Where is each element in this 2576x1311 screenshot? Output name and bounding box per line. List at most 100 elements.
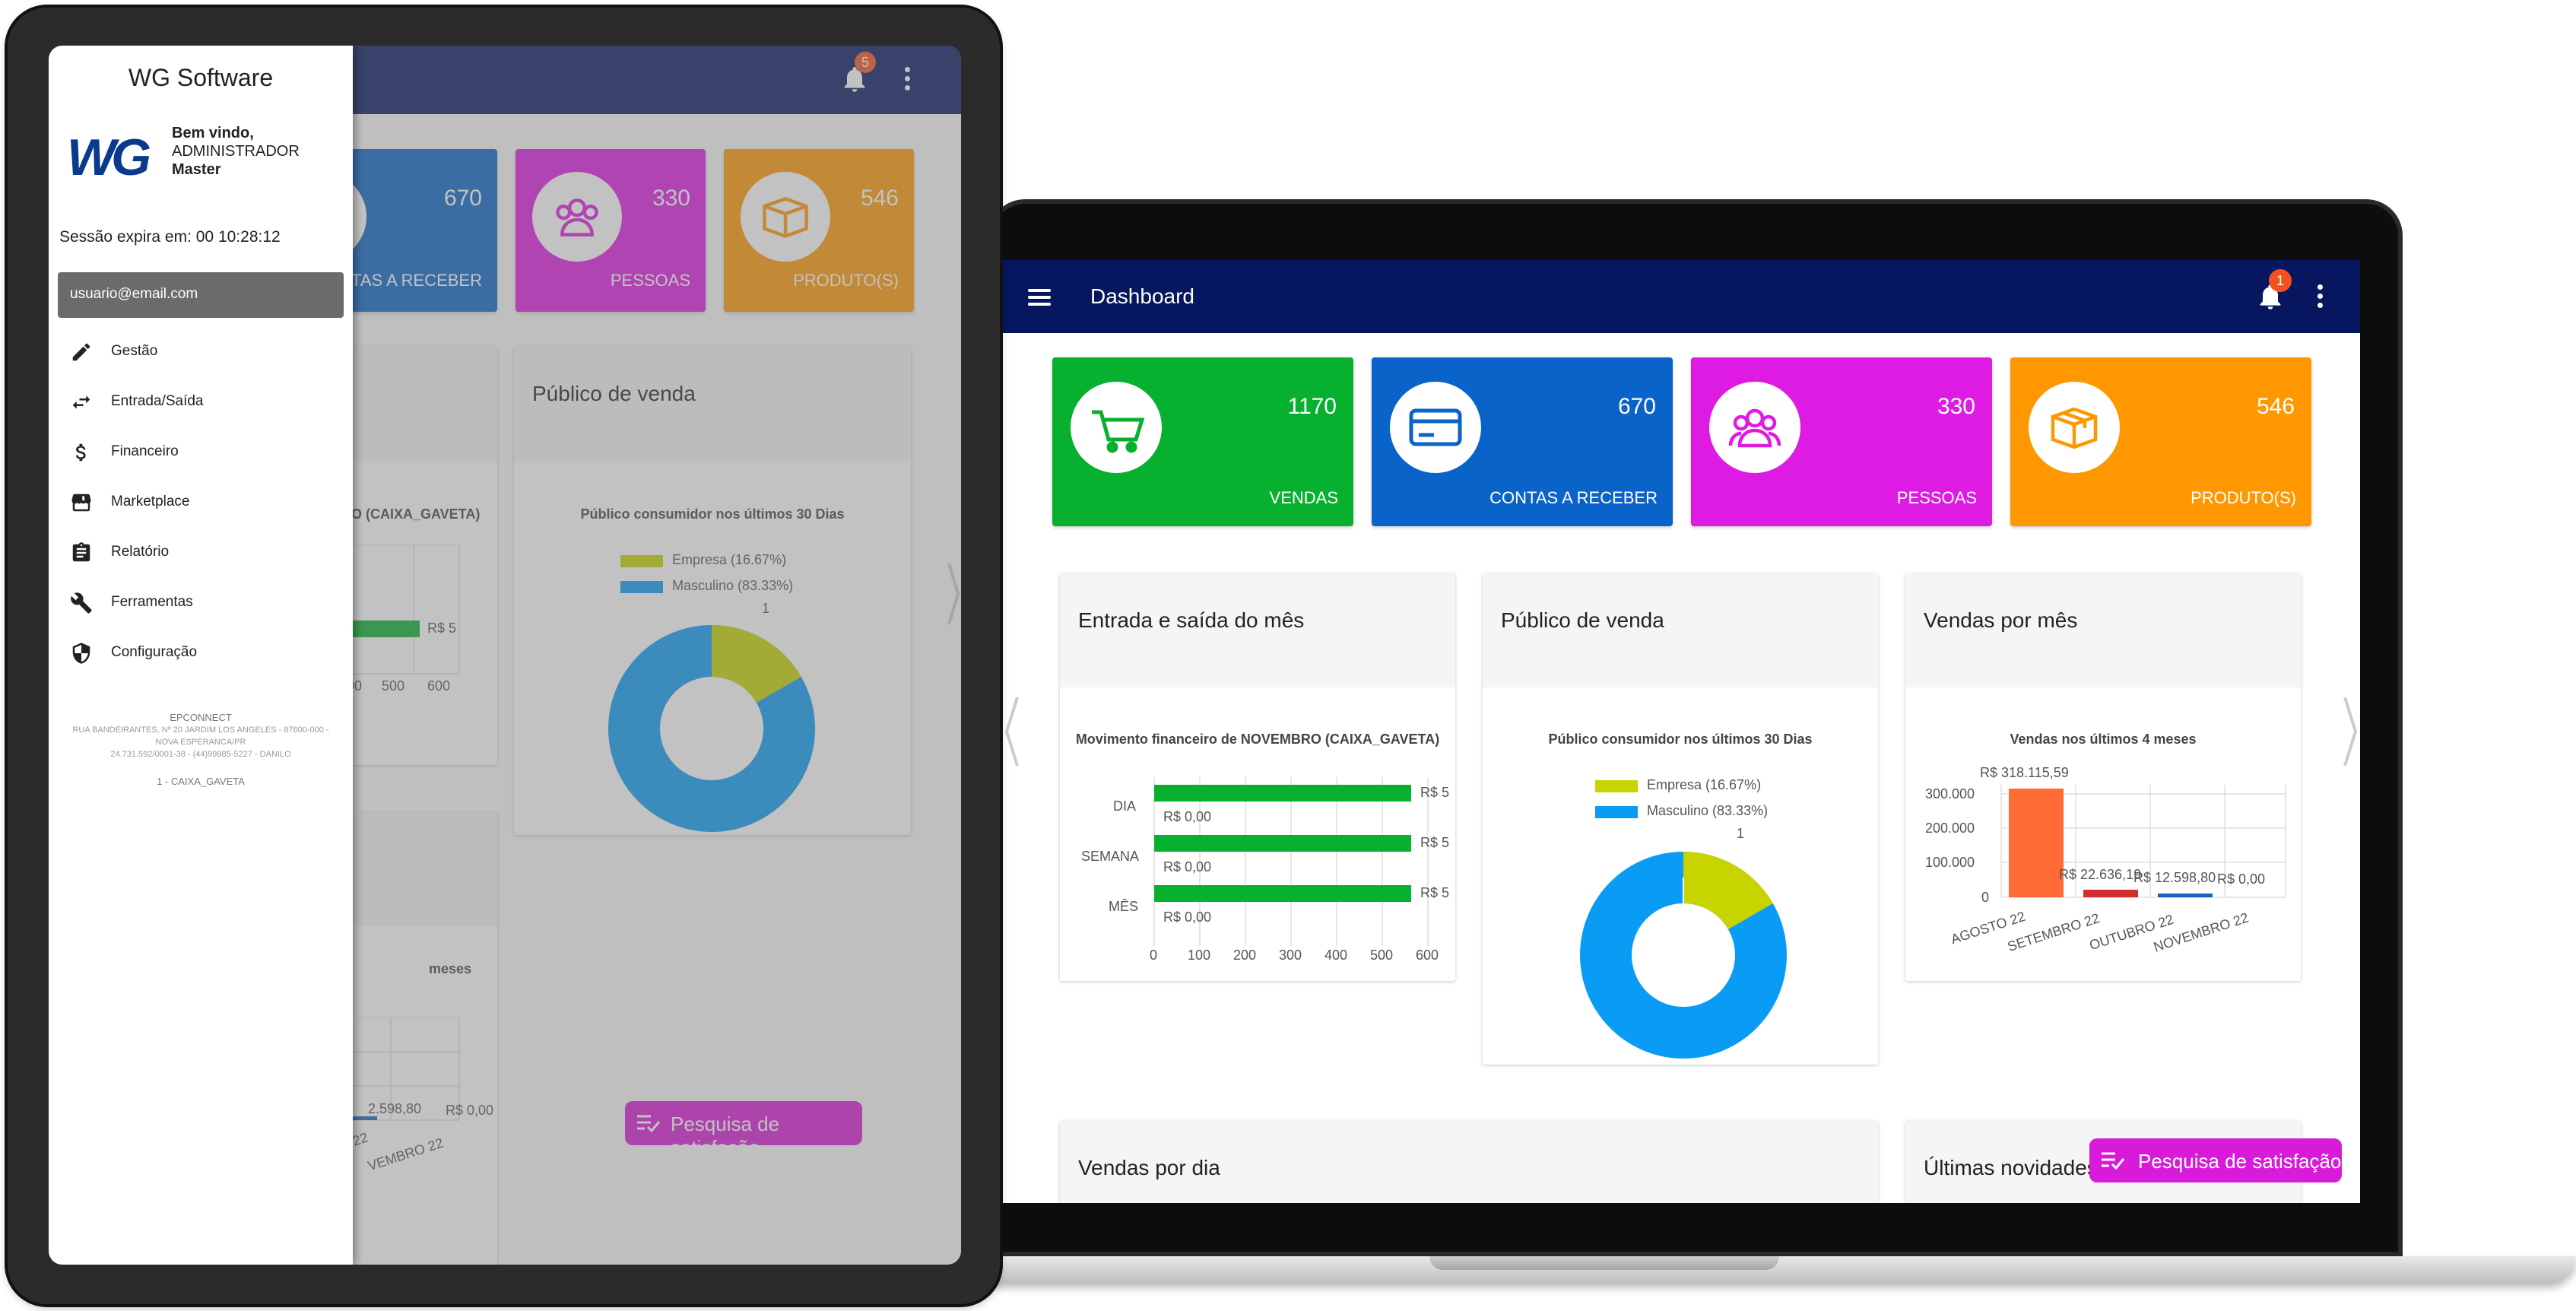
bar-value-label: R$ 0,00 — [1163, 859, 1212, 875]
survey-button[interactable]: Pesquisa de satisfação — [2089, 1138, 2342, 1182]
x-tick: 400 — [1324, 948, 1348, 963]
people-icon — [532, 172, 622, 262]
swap-arrows-icon — [72, 395, 90, 409]
stat-label: CONTAS A RECEBER — [1489, 488, 1658, 507]
company-contact: 24.731.592/0001-38 - (44)99985-5227 - DA… — [110, 750, 291, 759]
carousel-next-icon[interactable] — [2342, 694, 2360, 770]
stat-card-produtos[interactable]: 546 PRODUTO(S) — [724, 149, 914, 312]
company-name: EPCONNECT — [170, 712, 232, 723]
chart-title: Movimento financeiro de NOVEMBRO (CAIXA_… — [1075, 732, 1440, 747]
bar-value-label: R$ 0,00 — [1163, 909, 1212, 925]
x-tick: 500 — [382, 678, 405, 694]
company-city: NOVA ESPERANCA/PR — [155, 738, 246, 747]
shield-icon — [72, 643, 90, 664]
clipboard-icon — [72, 542, 90, 562]
bar-setembro — [2083, 890, 2138, 897]
stat-value: 1170 — [1287, 394, 1337, 419]
bar-mes — [1154, 885, 1411, 902]
notification-bell-icon[interactable] — [839, 64, 870, 94]
nav-label: Gestão — [111, 343, 158, 359]
panel-publico-venda: Público de venda Público consumidor nos … — [1483, 573, 1878, 1065]
stat-value: 330 — [652, 186, 690, 211]
stat-card-vendas[interactable]: 1170 VENDAS — [1052, 357, 1353, 526]
top-app-bar: Dashboard 1 — [1002, 260, 2360, 333]
x-tick: 100 — [1188, 948, 1211, 963]
stat-card-contas-a-receber[interactable]: 670 CONTAS A RECEBER — [1372, 357, 1673, 526]
box-icon — [741, 172, 830, 262]
chart-title: Público consumidor nos últimos 30 Dias — [580, 506, 845, 522]
stat-value: 670 — [1617, 394, 1656, 419]
nav-label: Ferramentas — [111, 594, 193, 610]
panel-publico-venda: Público de venda Público consumidor nos … — [514, 347, 911, 835]
bar-value-label: R$ 0,00 — [2217, 871, 2266, 887]
legend-masculino: Masculino (83.33%) — [672, 578, 794, 593]
legend-swatch-empresa — [1595, 780, 1638, 792]
bar-cut-label: R$ 5 — [1420, 885, 1450, 900]
menu-icon[interactable] — [1028, 289, 1051, 306]
app-name: WG Software — [128, 64, 274, 91]
donut-chart — [1580, 852, 1787, 1059]
slice-label: 1 — [1737, 826, 1745, 841]
y-tick: 100.000 — [1925, 855, 1975, 870]
cart-icon — [1071, 382, 1162, 473]
bar-cut-label: R$ 5 — [427, 621, 457, 636]
stat-label: VENDAS — [1269, 488, 1338, 507]
wrench-icon — [71, 592, 92, 614]
legend-swatch-masculino — [1595, 806, 1638, 818]
stat-value: 546 — [860, 186, 899, 211]
carousel-next-icon[interactable] — [946, 560, 961, 628]
bar-cut-label: R$ 5 — [1420, 785, 1450, 800]
drawer-scrim[interactable] — [353, 46, 961, 1265]
panel-title: Público de venda — [514, 347, 911, 461]
chart-title: meses — [429, 961, 472, 976]
row-label-semana: SEMANA — [1081, 849, 1140, 864]
bar-agosto — [2009, 789, 2064, 897]
chart-title: Público consumidor nos últimos 30 Dias — [1548, 732, 1813, 747]
bar-value-label: R$ 12.598,80 — [2133, 870, 2216, 885]
nav-label: Relatório — [111, 544, 170, 560]
donut-chart — [608, 625, 815, 832]
stat-label: PESSOAS — [610, 271, 690, 290]
more-options-icon[interactable] — [2317, 284, 2324, 310]
bar-chart-vendas-mes — [2000, 785, 2286, 898]
notification-badge: 1 — [2269, 269, 2292, 292]
user-email-field[interactable]: usuario@email.com — [58, 272, 344, 318]
x-tick: 600 — [1416, 948, 1439, 963]
legend-empresa: Empresa (16.67%) — [672, 552, 787, 567]
stat-card-pessoas[interactable]: 330 PESSOAS — [1691, 357, 1992, 526]
checklist-icon — [2102, 1152, 2125, 1170]
x-tick: 200 — [1233, 948, 1257, 963]
bar-semana — [1154, 835, 1411, 852]
store-icon — [71, 494, 91, 512]
stat-value: 330 — [1937, 394, 1975, 419]
x-tick: 500 — [1370, 948, 1394, 963]
panel-vendas-por-dia: Vendas por dia — [1060, 1121, 1878, 1203]
legend-swatch-masculino — [620, 581, 663, 593]
stat-label: NTAS A RECEBER — [339, 271, 482, 290]
carousel-prev-icon[interactable] — [1002, 694, 1020, 770]
slice-label: 1 — [762, 601, 770, 616]
nav-label: Marketplace — [111, 494, 190, 509]
more-options-icon[interactable] — [905, 67, 911, 93]
bar-value-label: R$ 318.115,59 — [1980, 765, 2069, 780]
checklist-icon — [637, 1115, 661, 1133]
welcome-text: Bem vindo, — [172, 125, 254, 141]
session-timer: Sessão expira em: 00 10:28:12 — [59, 228, 281, 246]
y-tick: 200.000 — [1925, 821, 1975, 836]
dollar-icon — [75, 443, 86, 462]
survey-button[interactable]: Pesquisa de satisfação — [625, 1101, 862, 1159]
stat-label: PRODUTO(S) — [2191, 488, 2296, 507]
chart-title: O (CAIXA_GAVETA) — [351, 506, 481, 522]
bar-dia — [1154, 785, 1411, 802]
laptop-notch — [1429, 1256, 1779, 1270]
x-tick: 600 — [427, 678, 451, 694]
legend-masculino: Masculino (83.33%) — [1647, 803, 1769, 818]
bar-value-label: R$ 0,00 — [1163, 809, 1212, 824]
stat-card-produtos[interactable]: 546 PRODUTO(S) — [2010, 357, 2311, 526]
legend-swatch-empresa — [620, 555, 663, 567]
bar-value-label: R$ 22.636,19 — [2059, 867, 2142, 882]
stat-card-pessoas[interactable]: 330 PESSOAS — [516, 149, 706, 312]
user-role: Master — [172, 161, 221, 178]
user-name: ADMINISTRADOR — [172, 143, 300, 160]
x-tick: 300 — [1279, 948, 1302, 963]
